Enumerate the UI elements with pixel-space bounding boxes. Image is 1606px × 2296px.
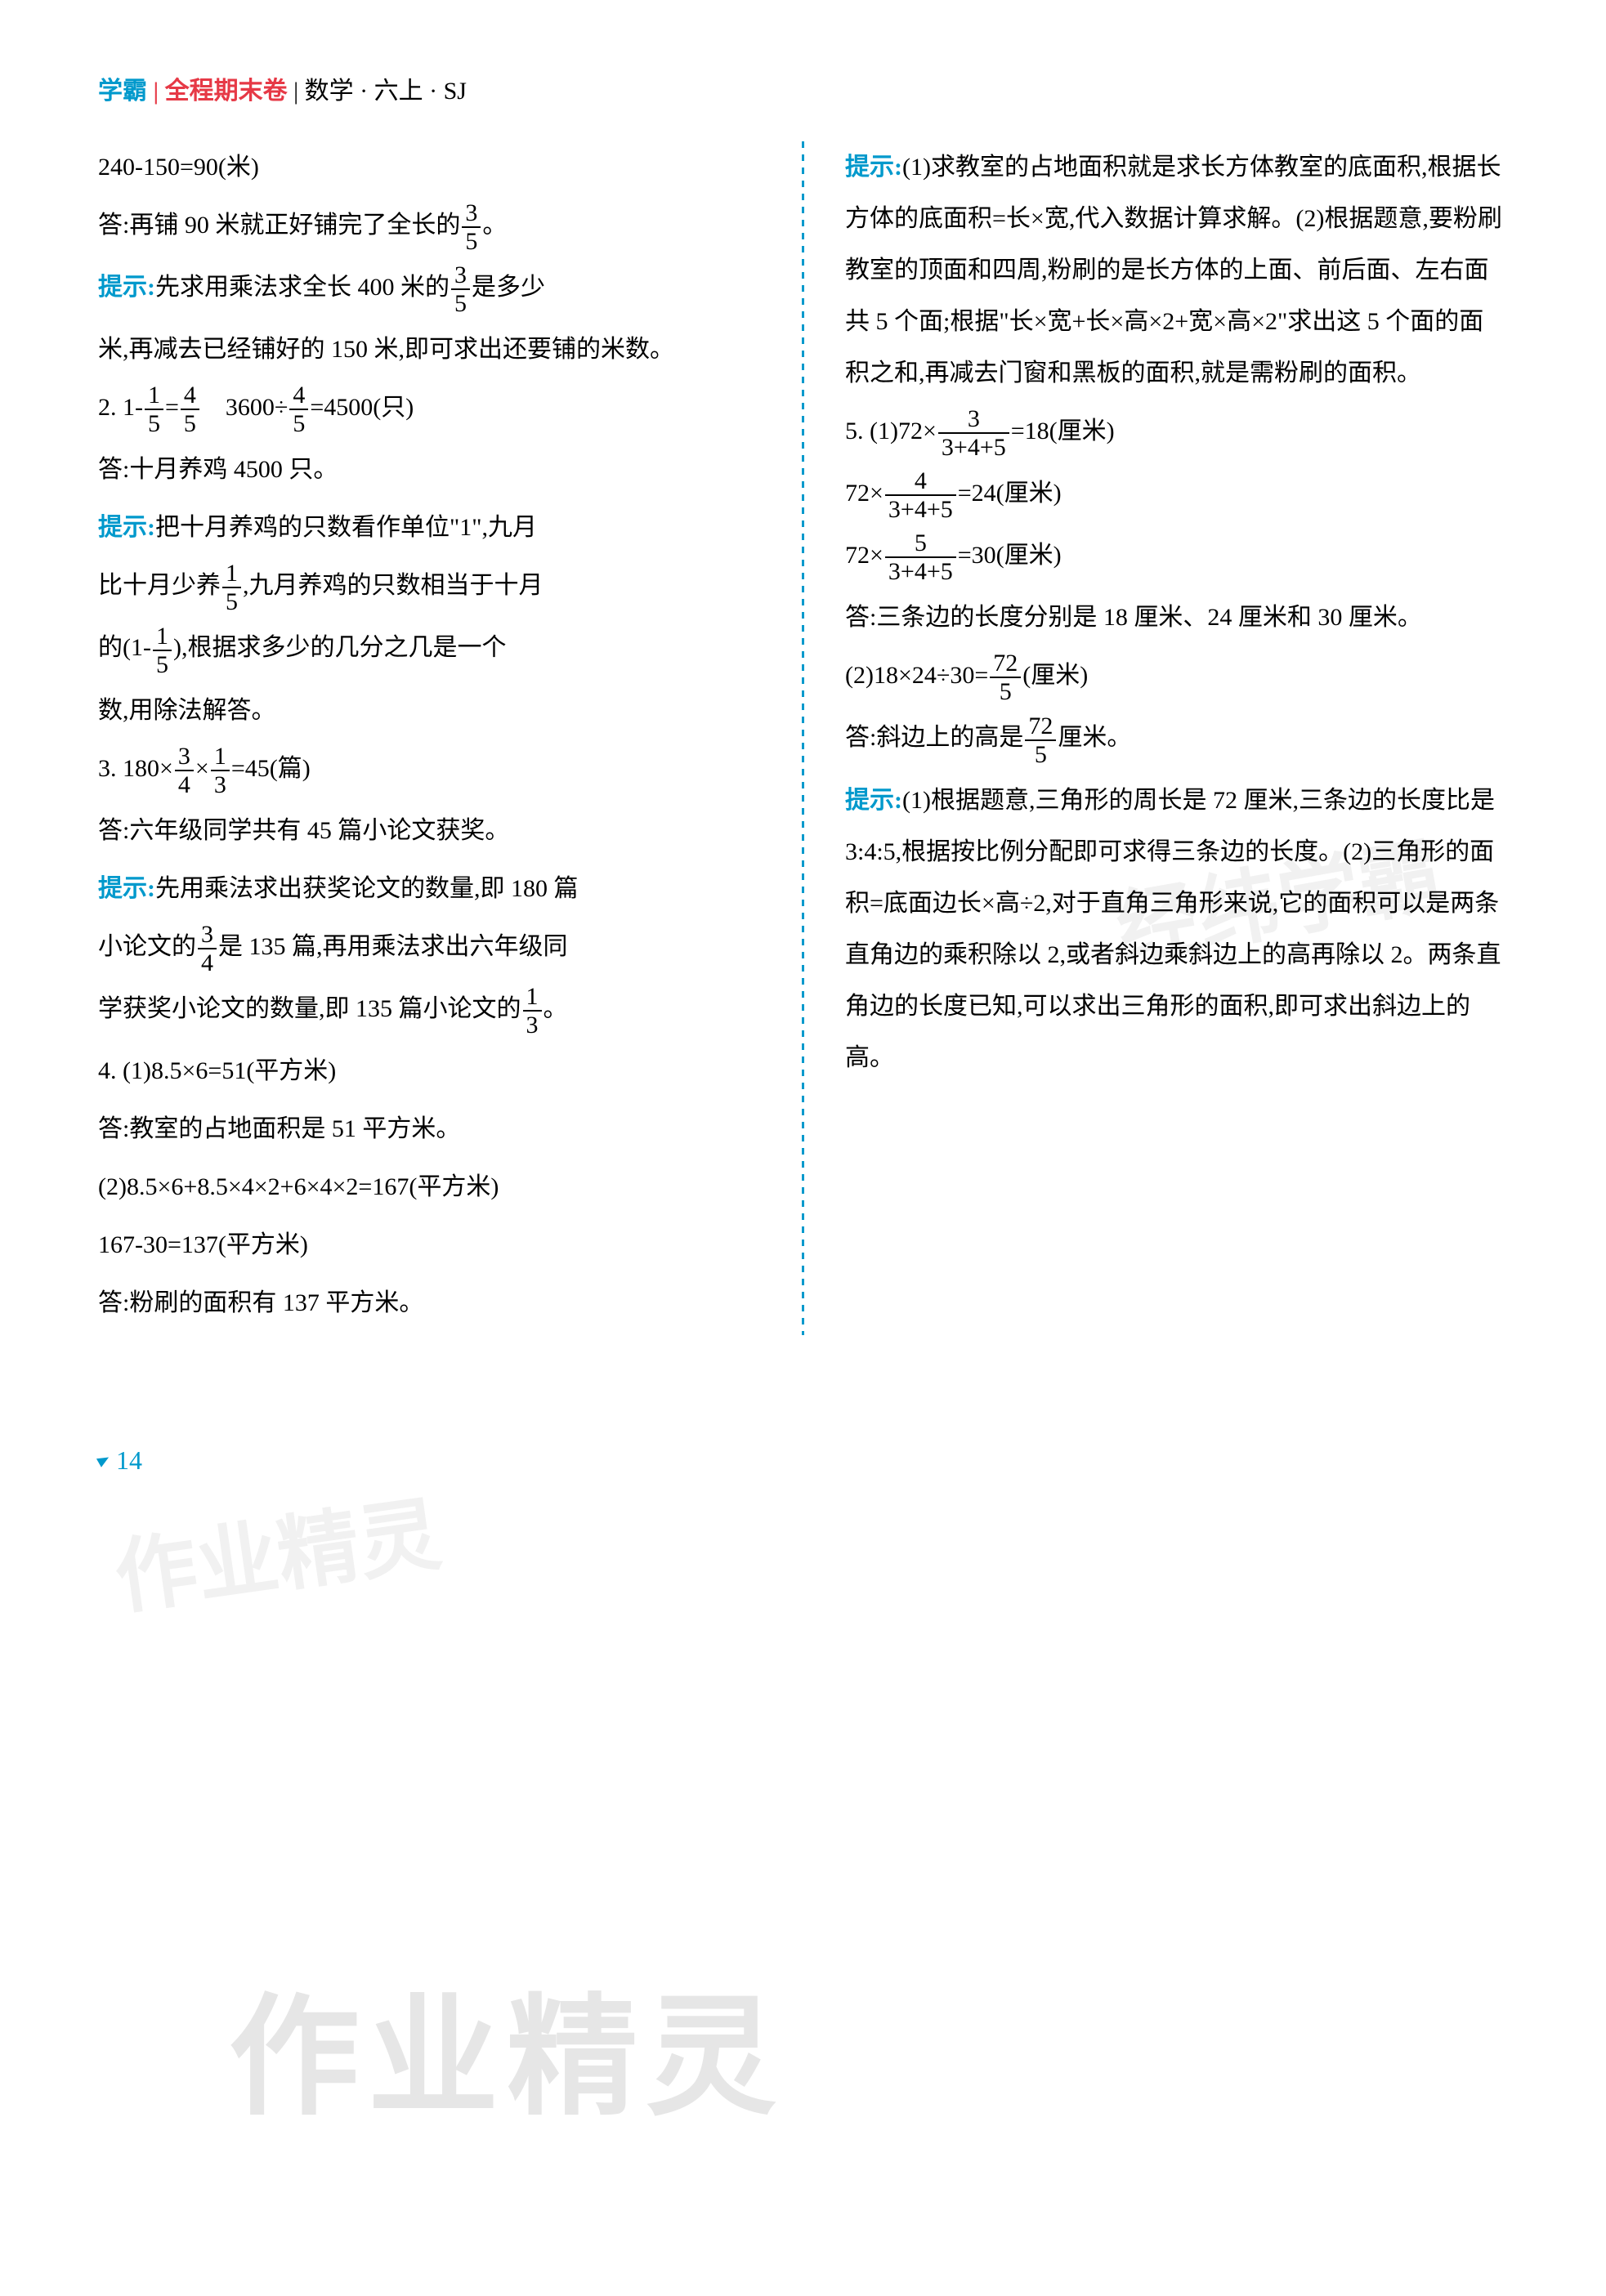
text: (2)18×24÷30= <box>845 662 988 689</box>
tip-label: 提示: <box>98 875 155 902</box>
tip-text: 提示:先求用乘法求全长 400 米的35是多少 <box>98 261 761 317</box>
header-brand: 学霸 <box>98 78 147 105</box>
fraction: 35 <box>462 199 481 255</box>
fraction: 13 <box>523 983 542 1039</box>
header-series: 全程期末卷 <box>165 78 288 105</box>
solution-text: 4. (1)8.5×6=51(平方米) <box>98 1045 761 1097</box>
text: 答:斜边上的高是 <box>845 724 1023 751</box>
text: = <box>165 394 179 421</box>
text: ),根据求多少的几分之几是一个 <box>173 634 507 661</box>
solution-text: 3. 180×34×13=45(篇) <box>98 743 761 798</box>
tip-text: 数,用除法解答。 <box>98 685 761 736</box>
solution-text: (2)18×24÷30=725(厘米) <box>845 650 1508 705</box>
solution-text: 2. 1-15=45 3600÷45=4500(只) <box>98 382 761 437</box>
solution-text: 72×43+4+5=24(厘米) <box>845 467 1508 523</box>
tip-text: 米,再减去已经铺好的 150 米,即可求出还要铺的米数。 <box>98 324 761 375</box>
fraction: 43+4+5 <box>885 467 956 523</box>
text: 。 <box>544 995 568 1022</box>
fraction: 15 <box>153 623 172 678</box>
text: (1)根据题意,三角形的周长是 72 厘米,三条边的长度比是 3:4:5,根据按… <box>845 787 1501 1071</box>
text: 5. (1)72× <box>845 418 937 444</box>
solution-text: 5. (1)72×33+4+5=18(厘米) <box>845 405 1508 461</box>
answer-text: 答:再铺 90 米就正好铺完了全长的35。 <box>98 199 761 255</box>
text: 72× <box>845 480 884 507</box>
tip-text: 的(1-15),根据求多少的几分之几是一个 <box>98 622 761 677</box>
solution-text: (2)8.5×6+8.5×4×2+6×4×2=167(平方米) <box>98 1161 761 1213</box>
right-column: 提示:(1)求教室的占地面积就是求长方体教室的底面积,根据长方体的底面积=长×宽… <box>845 141 1508 1335</box>
text: 是 135 篇,再用乘法求出六年级同 <box>218 933 568 960</box>
answer-text: 答:粉刷的面积有 137 平方米。 <box>98 1277 761 1329</box>
fraction: 34 <box>198 921 217 976</box>
tip-label: 提示: <box>845 154 902 181</box>
watermark: 作业精灵 <box>229 1920 785 2195</box>
text: 3600÷ <box>201 394 288 421</box>
fraction: 45 <box>181 382 199 437</box>
text: 先用乘法求出获奖论文的数量,即 180 篇 <box>155 875 579 902</box>
text: 答:再铺 90 米就正好铺完了全长的 <box>98 212 460 239</box>
tip-text: 提示:把十月养鸡的只数看作单位"1",九月 <box>98 502 761 553</box>
tip-text: 学获奖小论文的数量,即 135 篇小论文的13。 <box>98 983 761 1039</box>
column-divider <box>802 141 804 1335</box>
text: 的(1- <box>98 634 151 661</box>
text: =45(篇) <box>231 755 311 782</box>
header-sep: | <box>288 78 305 105</box>
fraction: 33+4+5 <box>938 405 1009 461</box>
tip-label: 提示: <box>98 274 155 301</box>
content-columns: 240-150=90(米) 答:再铺 90 米就正好铺完了全长的35。 提示:先… <box>98 141 1508 1335</box>
page-marker-icon <box>96 1454 111 1467</box>
text: × <box>195 755 209 782</box>
text: 72× <box>845 542 884 569</box>
text: (厘米) <box>1022 662 1088 689</box>
header-sep: | <box>147 78 165 105</box>
page-header: 学霸 | 全程期末卷 | 数学 · 六上 · SJ <box>98 65 1508 117</box>
answer-text: 答:教室的占地面积是 51 平方米。 <box>98 1103 761 1155</box>
fraction: 35 <box>451 261 470 317</box>
tip-text: 提示:(1)求教室的占地面积就是求长方体教室的底面积,根据长方体的底面积=长×宽… <box>845 141 1508 399</box>
text: 把十月养鸡的只数看作单位"1",九月 <box>155 514 537 541</box>
solution-text: 167-30=137(平方米) <box>98 1219 761 1271</box>
fraction: 34 <box>175 743 194 798</box>
text: 是多少 <box>472 274 545 301</box>
tip-label: 提示: <box>845 787 902 814</box>
page-number: 14 <box>98 1433 1508 1488</box>
answer-text: 答:六年级同学共有 45 篇小论文获奖。 <box>98 805 761 856</box>
fraction: 725 <box>990 650 1021 705</box>
fraction: 45 <box>289 382 308 437</box>
fraction: 15 <box>145 382 163 437</box>
solution-text: 240-150=90(米) <box>98 141 761 193</box>
answer-text: 答:三条边的长度分别是 18 厘米、24 厘米和 30 厘米。 <box>845 592 1508 643</box>
text: 。 <box>482 212 507 239</box>
text: =4500(只) <box>310 394 414 421</box>
text: 先求用乘法求全长 400 米的 <box>155 274 450 301</box>
answer-text: 答:十月养鸡 4500 只。 <box>98 444 761 495</box>
tip-text: 比十月少养15,九月养鸡的只数相当于十月 <box>98 560 761 615</box>
fraction: 15 <box>222 560 241 615</box>
left-column: 240-150=90(米) 答:再铺 90 米就正好铺完了全长的35。 提示:先… <box>98 141 761 1335</box>
text: 小论文的 <box>98 933 196 960</box>
tip-text: 提示:先用乘法求出获奖论文的数量,即 180 篇 <box>98 863 761 914</box>
text: 厘米。 <box>1058 724 1131 751</box>
tip-text: 提示:(1)根据题意,三角形的周长是 72 厘米,三条边的长度比是 3:4:5,… <box>845 775 1508 1083</box>
fraction: 53+4+5 <box>885 529 956 585</box>
tip-label: 提示: <box>98 514 155 541</box>
text: 学获奖小论文的数量,即 135 篇小论文的 <box>98 995 521 1022</box>
answer-text: 答:斜边上的高是725厘米。 <box>845 712 1508 767</box>
solution-text: 72×53+4+5=30(厘米) <box>845 529 1508 585</box>
text: =24(厘米) <box>958 480 1062 507</box>
tip-text: 小论文的34是 135 篇,再用乘法求出六年级同 <box>98 921 761 976</box>
text: 3. 180× <box>98 755 173 782</box>
header-subject: 数学 · 六上 · SJ <box>305 78 467 105</box>
text: 比十月少养 <box>98 572 221 599</box>
text: =30(厘米) <box>958 542 1062 569</box>
fraction: 725 <box>1025 712 1056 768</box>
text: ,九月养鸡的只数相当于十月 <box>243 572 544 599</box>
fraction: 13 <box>211 743 230 798</box>
text: (1)求教室的占地面积就是求长方体教室的底面积,根据长方体的底面积=长×宽,代入… <box>845 154 1502 386</box>
text: =18(厘米) <box>1011 418 1115 444</box>
text: 2. 1- <box>98 394 143 421</box>
page-number-value: 14 <box>116 1433 142 1488</box>
